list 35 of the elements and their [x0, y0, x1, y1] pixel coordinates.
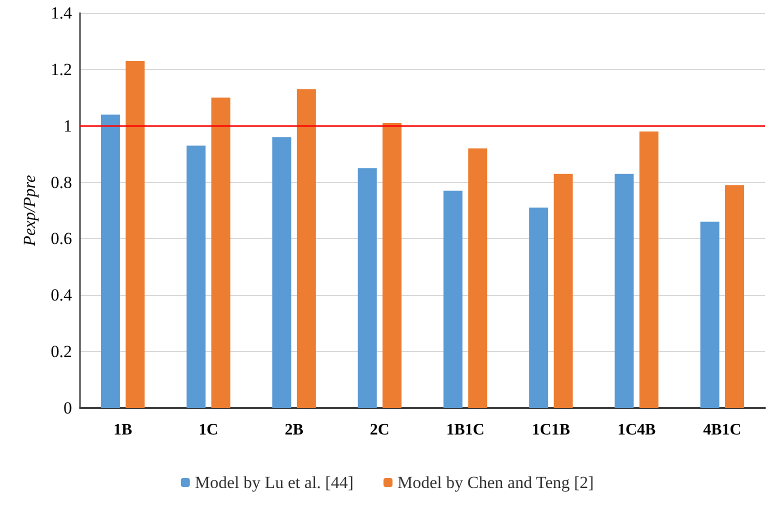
- y-tick-label: 0: [64, 398, 72, 418]
- bar: [614, 174, 634, 408]
- bar: [700, 222, 720, 408]
- bar: [725, 185, 744, 408]
- x-tick-label: 2C: [370, 422, 390, 438]
- x-tick-label: 1C4B: [617, 422, 656, 438]
- x-tick-label: 4B1C: [703, 422, 742, 438]
- y-tick-label: 1.4: [50, 4, 72, 22]
- bar: [211, 98, 230, 408]
- bar: [468, 148, 488, 408]
- legend-label: Model by Chen and Teng [2]: [398, 473, 594, 492]
- bar: [100, 114, 120, 408]
- bar: [554, 174, 573, 408]
- legend-label: Model by Lu et al. [44]: [194, 473, 354, 492]
- bar: [296, 89, 316, 408]
- bar: [382, 123, 402, 408]
- y-tick-label: 0.2: [50, 342, 72, 362]
- bar: [358, 168, 377, 408]
- y-tick-label: 0.6: [50, 229, 72, 248]
- x-tick-label: 1C1B: [532, 422, 570, 438]
- x-tick-label: 2B: [284, 422, 304, 438]
- y-tick-label: 1: [64, 116, 72, 136]
- y-tick-label: 0.8: [50, 172, 72, 192]
- bar: [443, 190, 462, 408]
- x-tick-label: 1B: [113, 422, 132, 438]
- bar: [126, 60, 145, 408]
- x-tick-label: 1B1C: [446, 422, 484, 438]
- y-tick-label: 0.4: [50, 286, 72, 305]
- bar: [272, 137, 292, 408]
- y-tick-label: 1.2: [50, 60, 72, 79]
- bar: [639, 132, 658, 408]
- y-axis-title: Pexp/Ppre: [20, 174, 39, 248]
- x-tick-label: 1C: [198, 422, 218, 438]
- bar: [186, 146, 206, 408]
- bar: [529, 208, 548, 408]
